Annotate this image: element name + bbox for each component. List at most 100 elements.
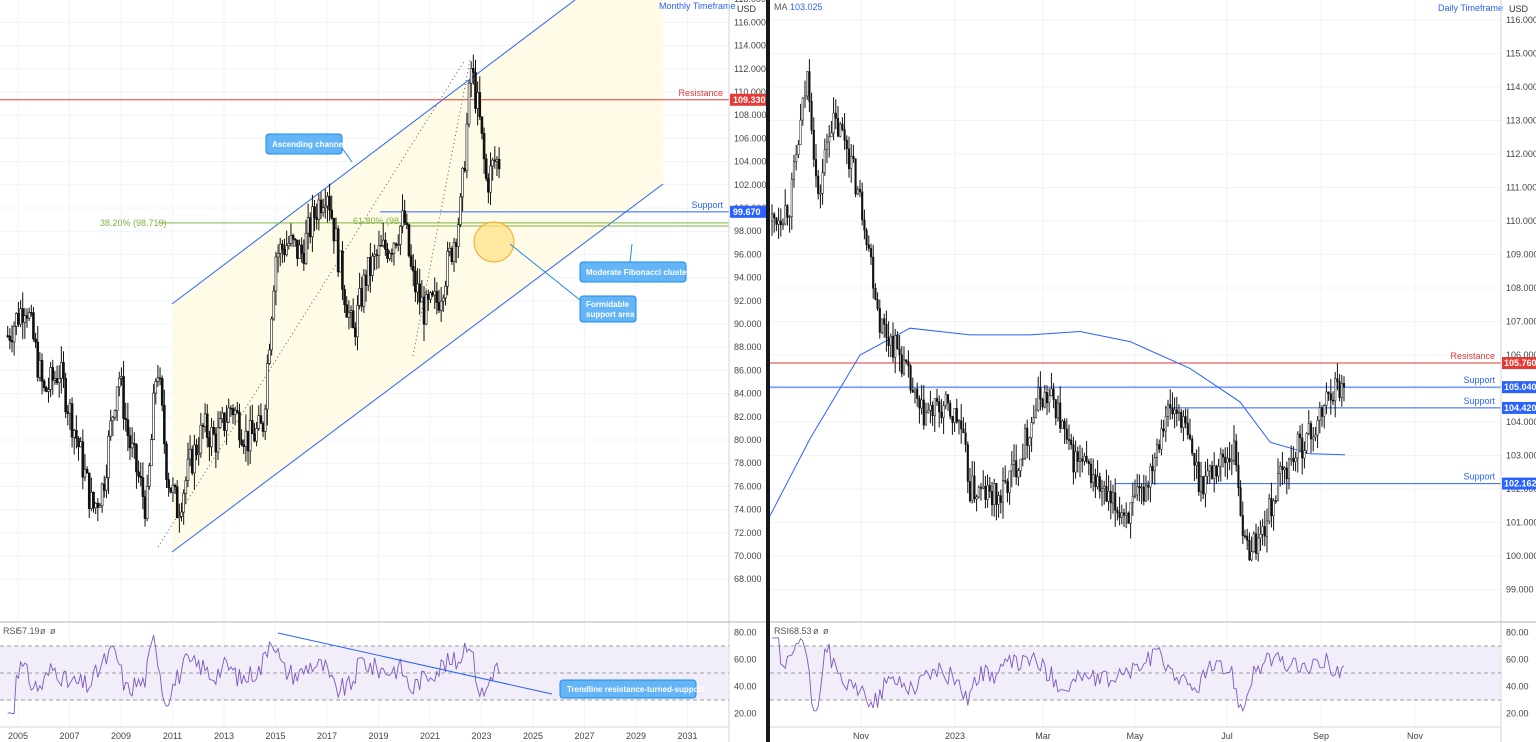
candle-body — [1138, 486, 1141, 489]
candle-body — [1338, 381, 1341, 398]
price-tick-label: 106.000 — [734, 133, 767, 143]
candle-body — [306, 217, 310, 234]
candle-body — [898, 348, 901, 356]
candle-body — [188, 448, 192, 460]
candle-body — [178, 516, 181, 519]
candle-body — [1270, 498, 1273, 517]
candle-body — [489, 165, 492, 193]
callout-rsi-trendline[interactable]: Trendline resistance-turned-support — [559, 679, 705, 699]
callout-ascending-channel[interactable]: Ascending channel — [265, 133, 353, 163]
candle-body — [1171, 407, 1174, 415]
candle-body — [874, 288, 877, 300]
candle-body — [944, 394, 947, 406]
candle-body — [208, 437, 211, 448]
daily-chart-svg[interactable]: Resistance Support Support Support MA 103.0… — [769, 0, 1536, 742]
rsi-line[interactable] — [7, 635, 500, 714]
candle-body — [1111, 492, 1115, 504]
candle-body — [409, 255, 413, 267]
monthly-price-axis[interactable]: 118.000 116.000 114.000 112.000 110.000 108.0… — [734, 0, 767, 584]
candle-body — [169, 487, 173, 493]
candle-body — [32, 312, 35, 340]
candle-body — [801, 97, 804, 121]
candle-body — [1092, 474, 1095, 483]
candle-body — [182, 493, 185, 513]
month-tick-label: 2023 — [945, 731, 965, 741]
candle-body — [1162, 428, 1165, 432]
candle-body — [1096, 476, 1099, 488]
candle-body — [933, 398, 936, 416]
candle-body — [995, 482, 998, 505]
resistance-label: Resistance — [1450, 351, 1495, 361]
candle-body — [424, 294, 428, 325]
candle-body — [909, 365, 912, 391]
daily-chart-panel[interactable]: Resistance Support Support Support MA 103.0… — [769, 0, 1536, 742]
candle-body — [1012, 460, 1016, 465]
candle-body — [203, 413, 207, 427]
candle-body — [929, 405, 932, 411]
candle-body — [1314, 434, 1317, 438]
candle-body — [343, 289, 346, 306]
candle-body — [786, 205, 789, 218]
candle-body — [1004, 480, 1007, 482]
candle-body — [107, 435, 110, 479]
callout-fibonacci-cluster[interactable]: Moderate Fibonacci cluster — [579, 243, 690, 283]
daily-price-axis[interactable]: 116.000 115.000 114.000 113.000 112.000 111.0… — [1506, 15, 1536, 595]
candle-body — [334, 228, 338, 242]
callout-support-area-line2: support area — [586, 310, 635, 319]
panel-divider[interactable] — [766, 0, 770, 742]
candle-body — [942, 405, 945, 418]
channel-lower-line[interactable] — [171, 183, 664, 553]
candle-body — [64, 378, 67, 413]
candle-body — [1142, 486, 1145, 502]
candle-body — [823, 149, 826, 173]
candle-body — [141, 477, 145, 497]
candle-body — [1232, 440, 1236, 461]
channel-upper-line[interactable] — [171, 0, 576, 305]
candle-body — [1026, 427, 1029, 446]
candle-body — [390, 253, 394, 255]
rsi-line[interactable] — [772, 637, 1345, 713]
callout-support-area-line1: Formidable — [586, 300, 630, 309]
callout-channel-text: Ascending channel — [272, 140, 345, 149]
monthly-chart-svg[interactable]: Resistance Support 38.20% (98.719) 61.80% (… — [0, 0, 767, 742]
price-tick-label: 109.000 — [1506, 250, 1536, 260]
candle-body — [1325, 391, 1328, 406]
candle-body — [830, 132, 833, 138]
candle-body — [865, 230, 868, 246]
candle-body — [1133, 494, 1137, 497]
price-tick-label: 108.000 — [734, 110, 767, 120]
candle-body — [461, 168, 464, 198]
candle-body — [773, 213, 776, 219]
candle-body — [1103, 485, 1106, 490]
candle-body — [968, 481, 972, 501]
daily-levels: Resistance Support Support Support — [770, 351, 1501, 485]
candle-body — [156, 377, 160, 382]
price-tick-label: 88.000 — [734, 342, 762, 352]
candle-body — [394, 243, 398, 246]
candle-body — [105, 477, 108, 491]
candle-body — [186, 458, 190, 481]
monthly-chart-panel[interactable]: Resistance Support 38.20% (98.719) 61.80% (… — [0, 0, 767, 742]
candle-body — [463, 168, 467, 172]
price-tick-label: 115.000 — [1506, 49, 1536, 59]
candle-body — [1206, 470, 1209, 477]
candle-body — [330, 209, 334, 219]
candle-body — [311, 206, 314, 238]
monthly-time-axis[interactable]: 2005 2007 2009 2011 2013 2015 2017 2019 2021 2023… — [8, 731, 698, 741]
callout-support-area[interactable]: Formidable support area — [509, 243, 637, 323]
candle-body — [452, 242, 456, 262]
daily-time-axis[interactable]: Nov 2023 Mar May Jul Sep Nov — [853, 731, 1424, 741]
daily-moving-average[interactable] — [769, 327, 1346, 517]
rsi-trendline[interactable] — [277, 632, 553, 695]
rsi-tick-label: 60.00 — [734, 655, 757, 665]
candle-body — [784, 205, 787, 225]
candle-body — [1217, 465, 1220, 477]
candle-body — [493, 159, 497, 162]
candle-body — [152, 392, 155, 440]
candle-body — [953, 408, 956, 423]
candle-body — [924, 412, 928, 426]
price-tick-label: 116.000 — [734, 17, 766, 27]
candle-body — [426, 294, 430, 300]
